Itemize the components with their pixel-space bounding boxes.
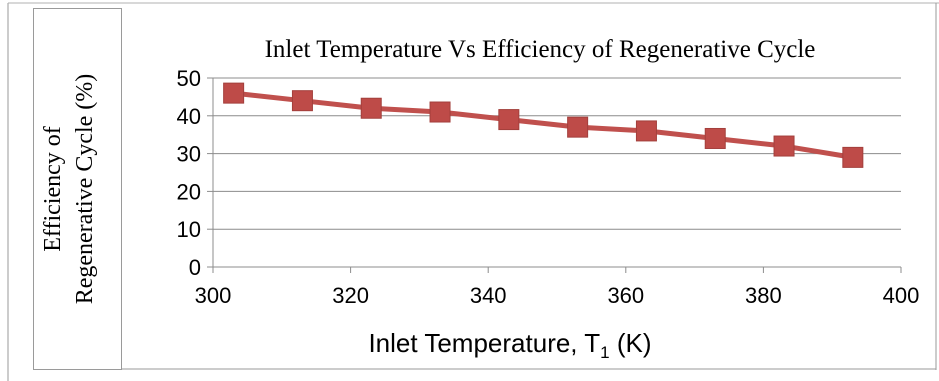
data-point-393: [842, 146, 864, 168]
y-axis-label: Efficiency of Regenerative Cycle (%): [40, 74, 98, 305]
chart-title: Inlet Temperature Vs Efficiency of Regen…: [265, 36, 816, 63]
y-axis-label-box: [33, 8, 122, 370]
series: [223, 82, 864, 168]
data-point-383: [773, 135, 795, 157]
y-axis-label-line1: Efficiency of: [40, 126, 66, 252]
x-axis-label: Inlet Temperature, T1 (K): [368, 328, 651, 362]
data-point-353: [567, 116, 589, 138]
x-tick-label-400: 400: [883, 283, 920, 308]
data-point-313: [291, 90, 313, 112]
x-tick-label-360: 360: [607, 283, 644, 308]
x-tick-label-380: 380: [745, 283, 782, 308]
x-tick-label-320: 320: [332, 283, 369, 308]
y-axis-label-line2: Regenerative Cycle (%): [72, 74, 98, 305]
y-tick-label-0: 0: [189, 255, 201, 280]
x-axis-label-main: Inlet Temperature, T: [368, 328, 600, 358]
x-tick-label-300: 300: [195, 283, 232, 308]
y-tick-label-20: 20: [177, 179, 201, 204]
y-tick-label-40: 40: [177, 104, 201, 129]
y-tick-label-50: 50: [177, 66, 201, 91]
y-tick-label-30: 30: [177, 142, 201, 167]
x-tick-label-340: 340: [470, 283, 507, 308]
x-axis-label-unit: (K): [610, 328, 652, 358]
x-axis-label-subscript: 1: [600, 343, 609, 362]
series-line-0: [233, 90, 854, 160]
data-point-343: [498, 109, 520, 131]
data-point-333: [429, 101, 451, 123]
data-point-373: [704, 127, 726, 149]
data-point-363: [635, 120, 657, 142]
axes: [207, 77, 902, 273]
data-point-303: [223, 82, 245, 104]
y-tick-label-10: 10: [177, 217, 201, 242]
tick-labels: 0 10 20 30 40 50 300 320 340 360 380 400: [177, 66, 920, 308]
data-point-323: [360, 97, 382, 119]
